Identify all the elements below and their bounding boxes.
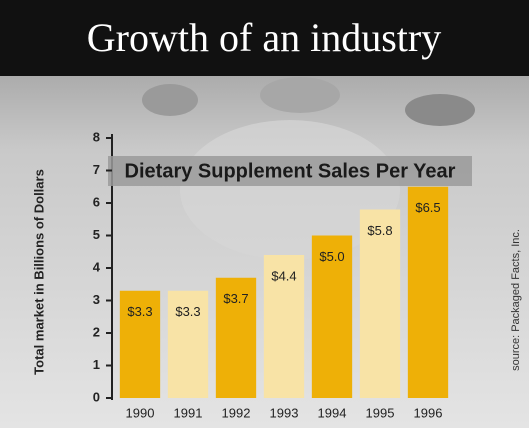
chart: Growth of an industry Total market in Bi… [0, 0, 529, 428]
value-label: $5.0 [319, 249, 344, 264]
x-tick-label: 1990 [126, 405, 155, 420]
x-tick-label: 1995 [366, 405, 395, 420]
page: {"chart_data": {"type": "bar", "title": … [0, 0, 529, 428]
y-tick-label: 1 [93, 357, 100, 372]
y-tick-label: 7 [93, 162, 100, 177]
pill [405, 94, 475, 126]
x-tick-label: 1993 [270, 405, 299, 420]
source: source: Packaged Facts, Inc. [510, 229, 522, 371]
value-label: $3.3 [127, 304, 152, 319]
value-label: $6.5 [415, 200, 440, 215]
y-tick-label: 6 [93, 194, 100, 209]
y-tick-label: 3 [93, 292, 100, 307]
value-label: $4.4 [271, 268, 296, 283]
value-label: $3.3 [175, 304, 200, 319]
x-tick-label: 1992 [222, 405, 251, 420]
pill [142, 84, 198, 116]
y-tick-label: 5 [93, 227, 100, 242]
x-tick-label: 1996 [414, 405, 443, 420]
subtitle: Dietary Supplement Sales Per Year [125, 160, 456, 182]
y-tick-label: 4 [93, 259, 101, 274]
y-tick-label: 0 [93, 389, 100, 404]
pill [260, 77, 340, 113]
bar [408, 187, 448, 398]
value-label: $3.7 [223, 291, 248, 306]
x-tick-label: 1994 [318, 405, 347, 420]
title: Growth of an industry [87, 15, 441, 60]
y-tick-label: 8 [93, 129, 100, 144]
y-tick-label: 2 [93, 324, 100, 339]
value-label: $5.8 [367, 223, 392, 238]
y-axis-label: Total market in Billions of Dollars [31, 169, 46, 375]
x-tick-label: 1991 [174, 405, 203, 420]
